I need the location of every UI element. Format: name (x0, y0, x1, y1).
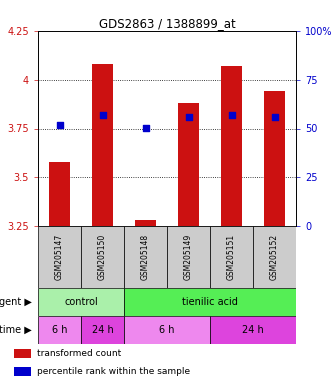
Text: 24 h: 24 h (92, 325, 114, 335)
Text: tienilic acid: tienilic acid (182, 297, 238, 307)
Bar (38, 288, 124, 316)
Bar (210, 316, 296, 344)
Bar (253, 226, 296, 288)
Text: 24 h: 24 h (242, 325, 264, 335)
Bar (124, 288, 296, 316)
Text: GSM205151: GSM205151 (227, 234, 236, 280)
Bar (81, 226, 124, 288)
Bar (210, 226, 253, 288)
Text: GSM205150: GSM205150 (98, 234, 107, 280)
Bar (135, 220, 156, 226)
Bar (14, 349, 31, 358)
Text: agent ▶: agent ▶ (0, 297, 31, 307)
Text: control: control (64, 297, 98, 307)
Point (229, 112, 234, 118)
Bar (221, 66, 242, 226)
Bar (38, 226, 81, 288)
Text: time ▶: time ▶ (0, 325, 31, 335)
Bar (92, 64, 113, 226)
Text: GSM205152: GSM205152 (270, 234, 279, 280)
Bar (49, 162, 70, 226)
Bar (124, 316, 210, 344)
Title: GDS2863 / 1388899_at: GDS2863 / 1388899_at (99, 17, 235, 30)
Bar (178, 103, 199, 226)
Point (272, 114, 277, 120)
Bar (264, 91, 285, 226)
Text: GSM205149: GSM205149 (184, 234, 193, 280)
Point (57, 121, 62, 127)
Bar (81, 316, 124, 344)
Text: GSM205148: GSM205148 (141, 234, 150, 280)
Bar (124, 226, 167, 288)
Text: 6 h: 6 h (52, 325, 67, 335)
Text: 6 h: 6 h (159, 325, 175, 335)
Point (100, 112, 105, 118)
Point (186, 114, 191, 120)
Text: transformed count: transformed count (37, 349, 121, 359)
Bar (14, 367, 31, 376)
Point (143, 124, 148, 131)
Bar (167, 226, 210, 288)
Text: GSM205147: GSM205147 (55, 234, 64, 280)
Text: percentile rank within the sample: percentile rank within the sample (37, 367, 190, 376)
Bar (38, 316, 81, 344)
